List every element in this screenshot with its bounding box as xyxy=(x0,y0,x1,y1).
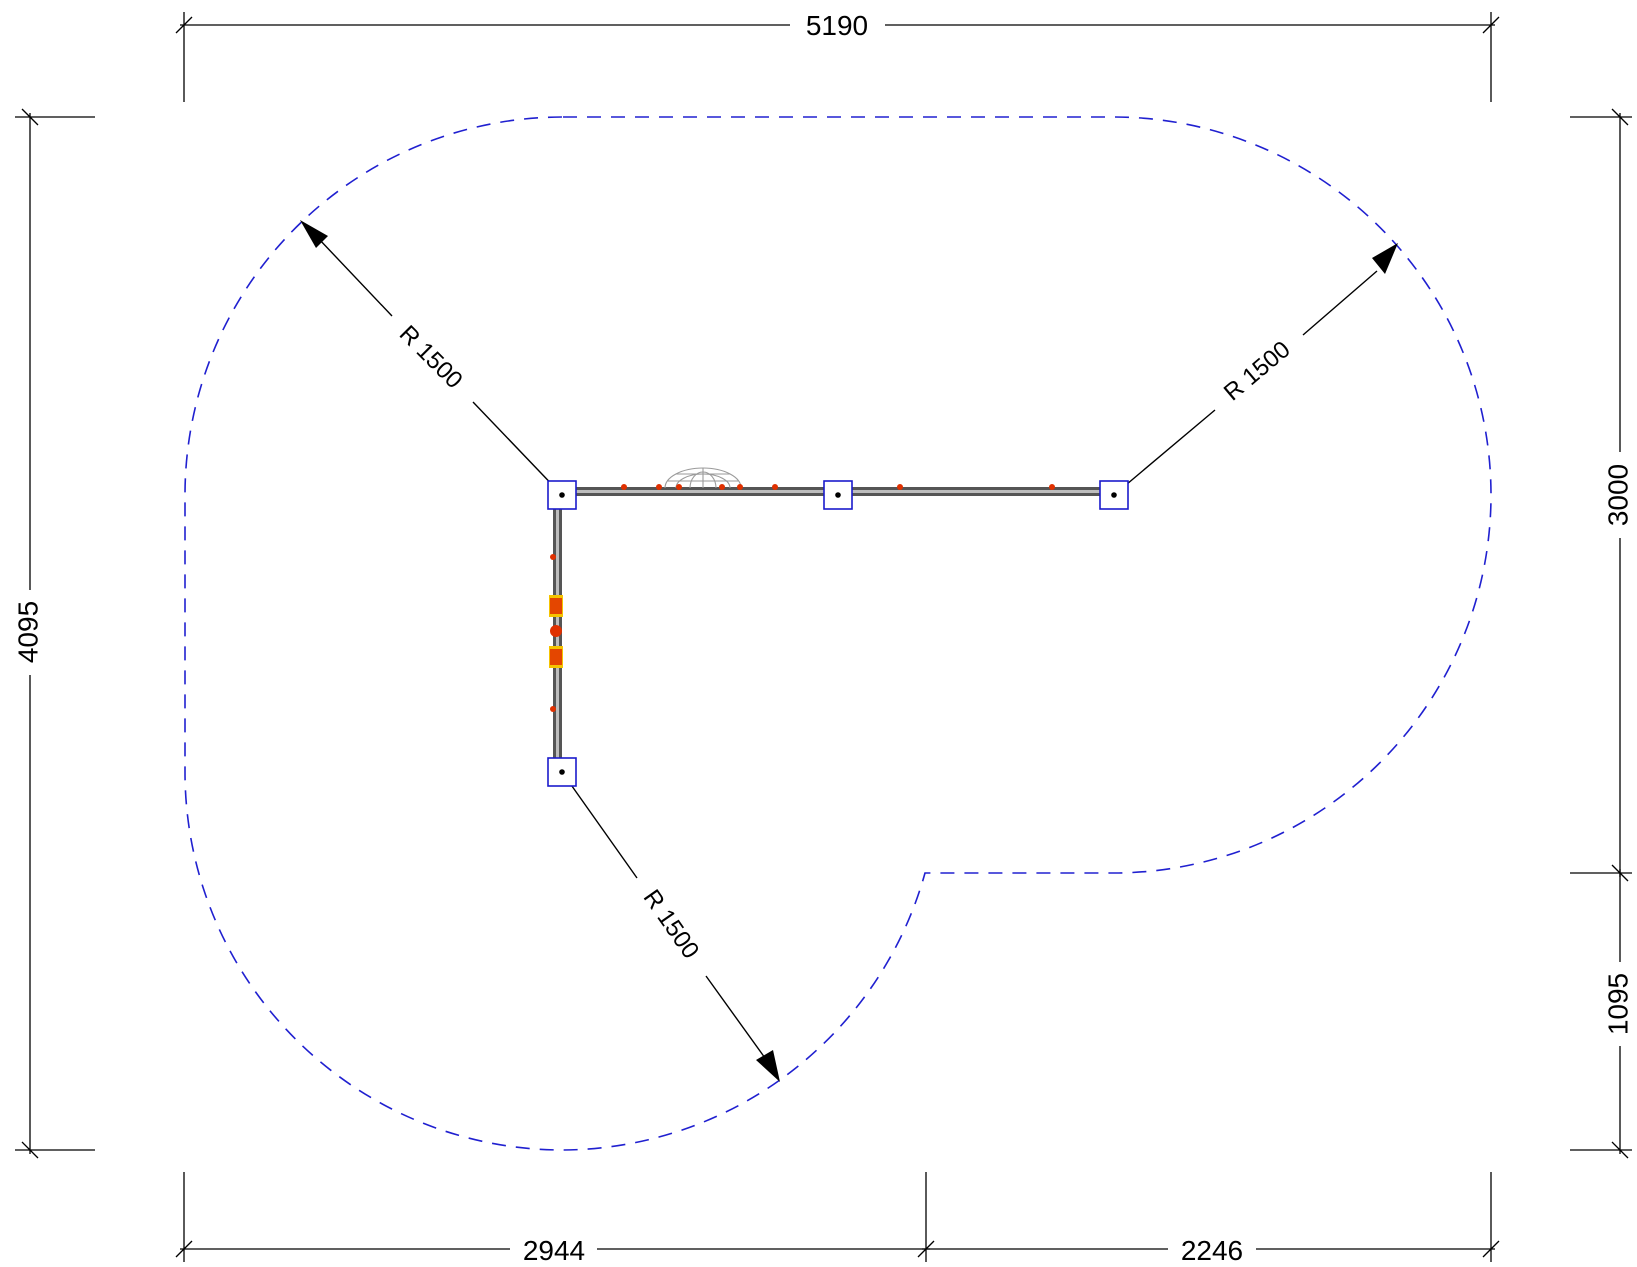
fixture-dot-icon xyxy=(676,484,682,490)
fixture-dot-icon xyxy=(550,554,556,560)
radius-label-top-left: R 1500 xyxy=(394,320,468,394)
safety-zone-boundary xyxy=(184,116,1492,1151)
fixture-dot-icon xyxy=(1049,484,1055,490)
post-top-right xyxy=(1099,480,1129,510)
fixture-dot-icon xyxy=(897,484,903,490)
post-bottom-left xyxy=(547,757,577,787)
dimension-bottom-stack: 2944 2246 xyxy=(175,1172,1500,1266)
fixture-dot-icon xyxy=(550,625,562,637)
dimension-label-bottom-right: 2246 xyxy=(1181,1235,1243,1266)
fixture-group-horizontal xyxy=(621,484,1055,490)
fixture-dot-icon xyxy=(656,484,662,490)
radius-label-top-right: R 1500 xyxy=(1219,336,1296,406)
dimension-right-stack: 3000 1095 xyxy=(1570,108,1633,1159)
dimension-label-right-upper: 3000 xyxy=(1602,464,1633,526)
radius-leader-top-right: R 1500 xyxy=(1113,243,1398,496)
fixture-clip-icon xyxy=(550,598,562,614)
dome-icon xyxy=(664,467,742,489)
fixture-group-vertical xyxy=(549,554,563,712)
radius-label-bottom: R 1500 xyxy=(638,885,705,964)
post-top-left xyxy=(547,480,577,510)
fixture-dot-icon xyxy=(737,484,743,490)
dimension-label-bottom-left: 2944 xyxy=(523,1235,585,1266)
fixture-dot-icon xyxy=(772,484,778,490)
post-top-middle xyxy=(823,480,853,510)
dimension-left-height: 4095 xyxy=(12,108,95,1159)
dimension-label-right-lower: 1095 xyxy=(1602,973,1633,1035)
fixture-dot-icon xyxy=(550,706,556,712)
dimension-label-overall-width: 5190 xyxy=(806,10,868,41)
dimension-top-width: 5190 xyxy=(175,10,1500,102)
radius-leader-bottom: R 1500 xyxy=(561,771,780,1082)
fixture-dot-icon xyxy=(621,484,627,490)
radius-leader-top-left: R 1500 xyxy=(300,220,563,496)
fixture-clip-icon xyxy=(550,649,562,665)
dimension-label-overall-height: 4095 xyxy=(12,601,43,663)
fixture-dot-icon xyxy=(719,484,725,490)
